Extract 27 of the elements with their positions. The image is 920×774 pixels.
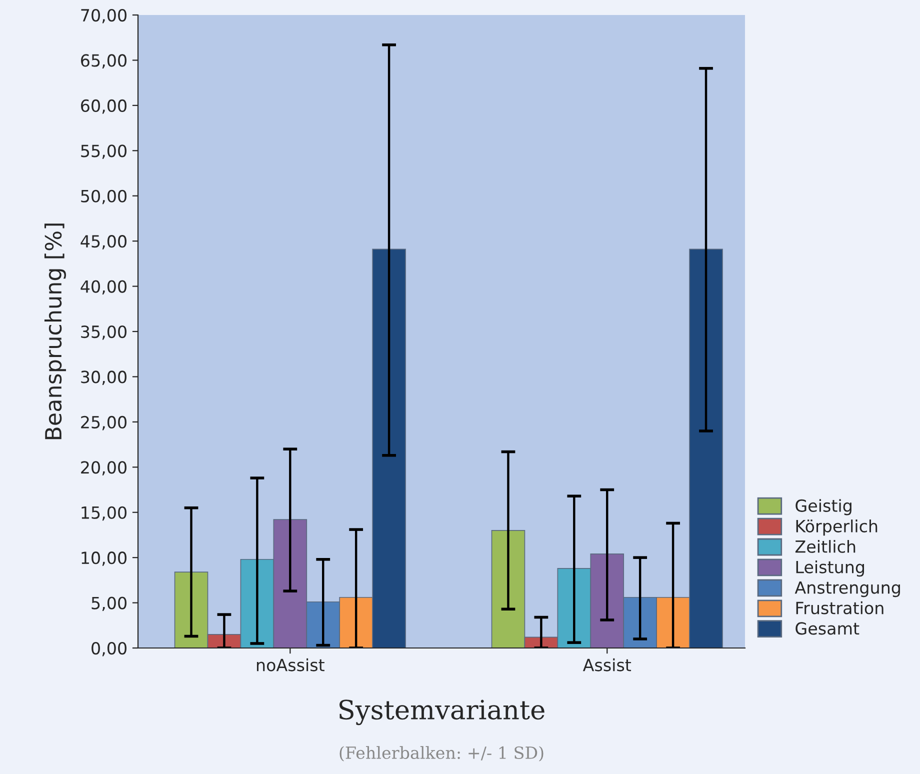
- legend-label: Geistig: [796, 499, 852, 516]
- y-tick-label: 40,00: [80, 280, 126, 295]
- y-tick-label: 0,00: [92, 642, 126, 656]
- y-tick-label: 25,00: [81, 416, 126, 430]
- y-tick-label: 35,00: [81, 325, 126, 340]
- y-tick-label: 65,00: [81, 54, 126, 68]
- y-tick-label: 70,00: [81, 8, 126, 24]
- x-axis-title: Systemvariante: [340, 700, 544, 726]
- y-tick-label: 5,00: [92, 596, 126, 612]
- y-tick-label: 55,00: [81, 144, 126, 159]
- y-tick-label: 50,00: [81, 190, 126, 204]
- y-tick-label: 20,00: [81, 461, 126, 476]
- legend-label: Anstrengung: [794, 581, 900, 598]
- x-tick-label: noAssist: [256, 658, 324, 672]
- x-tick-label: Assist: [582, 658, 632, 672]
- y-tick-label: 10,00: [82, 552, 126, 566]
- legend-label: Gesamt: [796, 622, 860, 635]
- y-tick-label: 15,00: [82, 506, 126, 521]
- legend-label: Frustration: [796, 601, 884, 614]
- y-tick-label: 45,00: [80, 235, 126, 250]
- y-axis-title: Beanspruchung [%]: [44, 224, 66, 440]
- legend-label: Leistung: [796, 560, 864, 577]
- legend-label: Körperlich: [796, 520, 878, 536]
- y-tick-label: 30,00: [81, 370, 126, 385]
- y-tick-label: 60,00: [81, 99, 126, 114]
- text: (Fehlerbalken: +/- 1 SD): [340, 746, 544, 762]
- legend-label: Zeitlich: [795, 540, 856, 553]
